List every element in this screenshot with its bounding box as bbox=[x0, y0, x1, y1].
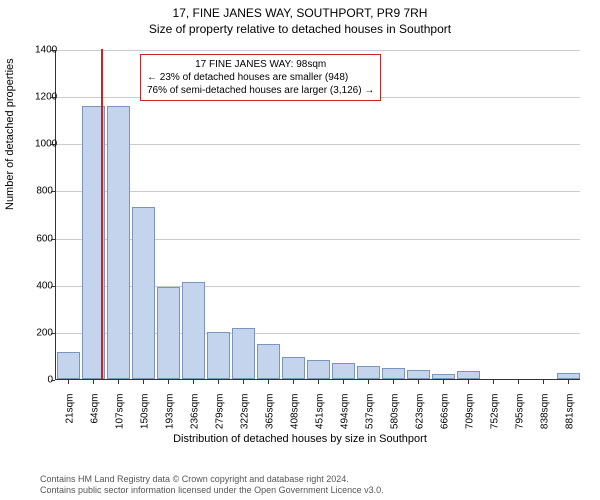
y-tick-mark bbox=[51, 380, 55, 381]
x-tick-label: 623sqm bbox=[414, 394, 425, 444]
histogram-bar bbox=[457, 371, 480, 379]
x-tick-label: 150sqm bbox=[139, 394, 150, 444]
y-tick-mark bbox=[51, 191, 55, 192]
y-tick-mark bbox=[51, 50, 55, 51]
x-tick-mark bbox=[543, 380, 544, 384]
x-tick-mark bbox=[268, 380, 269, 384]
x-tick-mark bbox=[368, 380, 369, 384]
title-sub: Size of property relative to detached ho… bbox=[0, 20, 600, 36]
x-tick-mark bbox=[118, 380, 119, 384]
x-tick-label: 666sqm bbox=[439, 394, 450, 444]
x-tick-label: 279sqm bbox=[214, 394, 225, 444]
y-tick-mark bbox=[51, 333, 55, 334]
y-tick-mark bbox=[51, 239, 55, 240]
x-tick-mark bbox=[568, 380, 569, 384]
histogram-bar bbox=[232, 328, 255, 379]
x-tick-mark bbox=[218, 380, 219, 384]
histogram-bar bbox=[207, 332, 230, 379]
histogram-bar bbox=[357, 366, 380, 379]
x-tick-mark bbox=[293, 380, 294, 384]
x-tick-label: 107sqm bbox=[114, 394, 125, 444]
x-tick-label: 494sqm bbox=[339, 394, 350, 444]
chart-container: Number of detached properties Distributi… bbox=[0, 40, 600, 440]
x-tick-label: 537sqm bbox=[364, 394, 375, 444]
attribution-line-2: Contains public sector information licen… bbox=[40, 485, 384, 496]
x-tick-label: 408sqm bbox=[289, 394, 300, 444]
histogram-bar bbox=[407, 370, 430, 379]
x-tick-label: 236sqm bbox=[189, 394, 200, 444]
histogram-bar bbox=[257, 344, 280, 379]
grid-line bbox=[56, 191, 580, 192]
x-tick-mark bbox=[493, 380, 494, 384]
histogram-bar bbox=[382, 368, 405, 379]
annotation-line-3: 76% of semi-detached houses are larger (… bbox=[147, 84, 374, 97]
property-marker-line bbox=[101, 49, 103, 379]
histogram-bar bbox=[332, 363, 355, 380]
x-tick-mark bbox=[93, 380, 94, 384]
grid-line bbox=[56, 50, 580, 51]
x-tick-mark bbox=[143, 380, 144, 384]
y-axis-label: Number of detached properties bbox=[4, 58, 16, 210]
histogram-bar bbox=[107, 106, 130, 379]
histogram-bar bbox=[307, 360, 330, 379]
histogram-bar bbox=[557, 373, 580, 379]
annotation-box: 17 FINE JANES WAY: 98sqm ← 23% of detach… bbox=[140, 54, 381, 101]
y-tick-mark bbox=[51, 286, 55, 287]
x-tick-mark bbox=[468, 380, 469, 384]
x-tick-label: 881sqm bbox=[564, 394, 575, 444]
x-tick-label: 838sqm bbox=[539, 394, 550, 444]
x-tick-mark bbox=[393, 380, 394, 384]
x-tick-label: 709sqm bbox=[464, 394, 475, 444]
x-tick-mark bbox=[518, 380, 519, 384]
x-tick-mark bbox=[318, 380, 319, 384]
x-tick-label: 322sqm bbox=[239, 394, 250, 444]
histogram-bar bbox=[57, 352, 80, 379]
x-tick-label: 451sqm bbox=[314, 394, 325, 444]
y-tick-mark bbox=[51, 97, 55, 98]
x-tick-label: 64sqm bbox=[89, 394, 100, 444]
x-tick-label: 795sqm bbox=[514, 394, 525, 444]
histogram-bar bbox=[432, 374, 455, 379]
histogram-bar bbox=[182, 282, 205, 379]
x-tick-label: 752sqm bbox=[489, 394, 500, 444]
x-tick-mark bbox=[68, 380, 69, 384]
annotation-line-2: ← 23% of detached houses are smaller (94… bbox=[147, 71, 374, 84]
x-tick-label: 21sqm bbox=[64, 394, 75, 444]
x-tick-mark bbox=[243, 380, 244, 384]
x-tick-mark bbox=[168, 380, 169, 384]
x-tick-mark bbox=[193, 380, 194, 384]
x-tick-label: 365sqm bbox=[264, 394, 275, 444]
histogram-bar bbox=[132, 207, 155, 379]
grid-line bbox=[56, 144, 580, 145]
annotation-line-1: 17 FINE JANES WAY: 98sqm bbox=[147, 58, 374, 71]
histogram-bar bbox=[157, 287, 180, 379]
attribution-text: Contains HM Land Registry data © Crown c… bbox=[40, 474, 384, 497]
title-main: 17, FINE JANES WAY, SOUTHPORT, PR9 7RH bbox=[0, 0, 600, 20]
x-tick-mark bbox=[443, 380, 444, 384]
x-tick-mark bbox=[343, 380, 344, 384]
x-tick-mark bbox=[418, 380, 419, 384]
histogram-bar bbox=[282, 357, 305, 379]
attribution-line-1: Contains HM Land Registry data © Crown c… bbox=[40, 474, 384, 485]
x-tick-label: 580sqm bbox=[389, 394, 400, 444]
x-tick-label: 193sqm bbox=[164, 394, 175, 444]
y-tick-mark bbox=[51, 144, 55, 145]
